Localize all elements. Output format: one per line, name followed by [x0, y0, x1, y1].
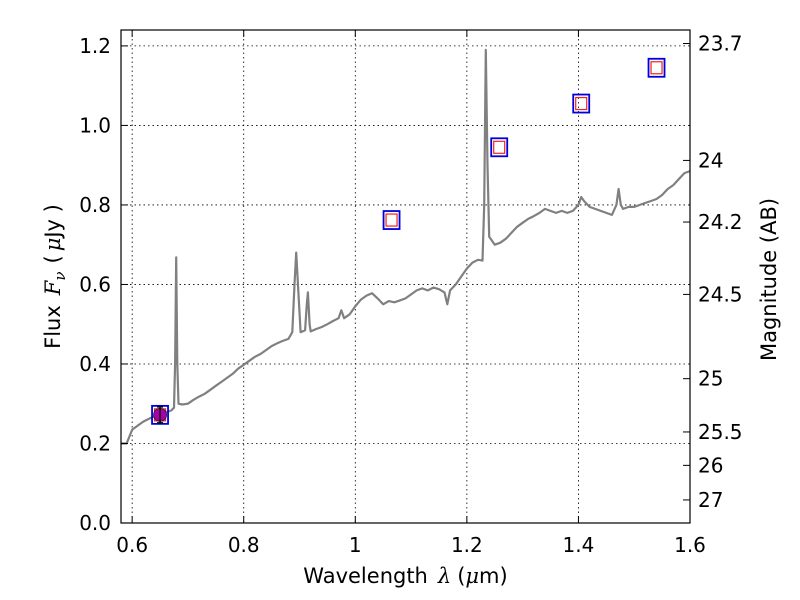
y2-axis-label: Magnitude (AB) [757, 198, 781, 361]
x-tick-label: 1.6 [674, 533, 706, 557]
spectrum-line [121, 48, 691, 445]
y2-tick-label: 24 [698, 148, 723, 172]
grid-lines [121, 30, 691, 524]
spectrum-series [121, 48, 691, 445]
model-photometry-inner-square [575, 96, 588, 111]
y2-tick-label: 24.5 [698, 282, 743, 306]
model-photometry-inner-square [650, 61, 663, 75]
plot-frame [120, 29, 691, 524]
x-tick-labels: 0.6 0.8 1 1.2 1.4 1.6 [116, 533, 706, 557]
y-tick-label: 0.6 [79, 272, 111, 296]
model-photometry-inner-square [493, 140, 506, 154]
x-tick-label: 0.8 [228, 533, 260, 557]
x-tick-label: 1.2 [451, 533, 483, 557]
y2-tick-label: 26 [698, 453, 723, 477]
model-photometry-outer-square [647, 57, 666, 78]
x-tick-label: 1.4 [563, 533, 595, 557]
photometry-markers [151, 57, 666, 425]
y2-tick-label: 25.5 [698, 420, 743, 444]
model-photometry-outer-square [382, 210, 401, 230]
y-axis-label: FluxFν(μJy ) [41, 204, 69, 349]
y-tick-label: 0.4 [79, 352, 111, 376]
y-tick-label: 1.2 [79, 34, 111, 58]
y2-tick-label: 27 [698, 488, 723, 512]
x-tick-label: 1 [349, 533, 362, 557]
model-photometry-inner-square [385, 213, 398, 227]
model-photometry-outer-square [572, 93, 591, 114]
model-photometry-outer-square [151, 404, 169, 425]
y-tick-label: 0.8 [79, 193, 111, 217]
x-tick-label: 0.6 [116, 533, 148, 557]
y2-tick-label: 25 [698, 367, 723, 391]
model-photometry-outer-square [490, 137, 509, 158]
y2-tick-label: 24.2 [698, 210, 743, 234]
x-axis-label: Wavelength λ (μm) [303, 564, 507, 588]
axis-ticks [121, 30, 691, 524]
y-tick-label: 0.0 [79, 511, 111, 535]
y2-tick-labels: 23.7 24 24.2 24.5 25 25.5 26 27 [698, 32, 743, 512]
y2-tick-label: 23.7 [698, 32, 743, 56]
y-tick-labels: 0.0 0.2 0.4 0.6 0.8 1.0 1.2 [79, 34, 111, 535]
y-tick-label: 0.2 [79, 431, 111, 455]
y-tick-label: 1.0 [79, 113, 111, 137]
